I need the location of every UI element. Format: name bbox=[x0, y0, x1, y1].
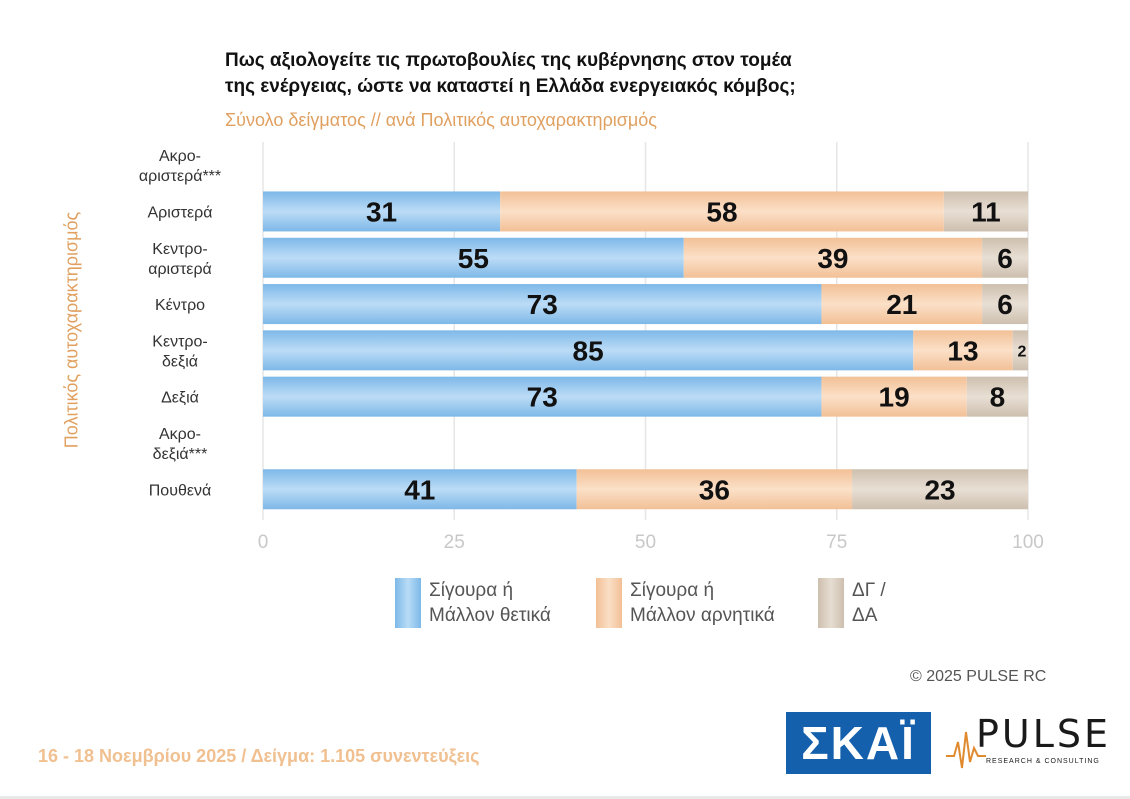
category-label-2: Κεντρο-αριστερά bbox=[148, 241, 212, 278]
legend-label-positive-2: Μάλλον θετικά bbox=[429, 605, 551, 626]
data-label-s0-c7: 41 bbox=[404, 474, 435, 505]
data-label-s2-c5: 8 bbox=[990, 382, 1006, 413]
survey-footer: 16 - 18 Νοεμβρίου 2025 / Δείγμα: 1.105 σ… bbox=[38, 746, 480, 766]
pulse-logo-subtext: RESEARCH & CONSULTING bbox=[986, 758, 1100, 765]
data-label-s0-c5: 73 bbox=[527, 382, 558, 413]
bar-s0-c3 bbox=[263, 284, 822, 325]
data-label-s0-c3: 73 bbox=[527, 289, 558, 320]
legend-label-dk-2: ΔΑ bbox=[852, 605, 878, 626]
bar-s1-c5 bbox=[821, 376, 967, 417]
legend-label-dk-1: ΔΓ / bbox=[852, 580, 886, 601]
data-label-s1-c3: 21 bbox=[886, 289, 917, 320]
category-label-3: Κέντρο bbox=[155, 297, 205, 314]
data-label-s2-c2: 6 bbox=[997, 243, 1013, 274]
category-label-0: Ακρο-αριστερά*** bbox=[139, 148, 221, 185]
legend-label-positive-1: Σίγουρα ή bbox=[429, 580, 514, 601]
data-label-s1-c5: 19 bbox=[879, 382, 910, 413]
bar-s0-c5 bbox=[263, 376, 822, 417]
copyright-notice: © 2025 PULSE RC bbox=[910, 668, 1047, 685]
category-label-6: Ακρο-δεξιά*** bbox=[153, 426, 208, 463]
legend-swatch-positive bbox=[395, 578, 421, 628]
bar-s0-c2 bbox=[263, 237, 684, 278]
data-label-s2-c3: 6 bbox=[997, 289, 1013, 320]
category-label-1: Αριστερά bbox=[147, 204, 212, 221]
category-label-7: Πουθενά bbox=[149, 482, 211, 499]
bar-s2-c5 bbox=[966, 376, 1028, 417]
legend-item-positive: Σίγουρα ή Μάλλον θετικά bbox=[395, 578, 551, 628]
bar-s1-c1 bbox=[500, 191, 944, 232]
category-label-4: Κεντρο-δεξιά bbox=[152, 333, 207, 370]
bar-s0-c4 bbox=[263, 330, 914, 371]
bar-s0-c7 bbox=[263, 469, 577, 510]
bar-s0-c1 bbox=[263, 191, 501, 232]
category-label-line: δεξιά*** bbox=[153, 446, 208, 463]
data-label-s1-c4: 13 bbox=[947, 335, 978, 366]
pulse-wave-icon bbox=[946, 731, 986, 769]
x-tick-label-0: 0 bbox=[258, 532, 269, 553]
bar-s1-c3 bbox=[821, 284, 983, 325]
data-label-s1-c7: 36 bbox=[699, 474, 730, 505]
category-label-line: Πουθενά bbox=[149, 482, 211, 499]
data-label-s1-c1: 58 bbox=[706, 196, 737, 227]
data-label-s2-c1: 11 bbox=[971, 196, 1001, 227]
bar-s2-c7 bbox=[852, 469, 1028, 510]
chart-title-line-1: Πως αξιολογείτε τις πρωτοβουλίες της κυβ… bbox=[225, 50, 792, 71]
legend-item-dk: ΔΓ / ΔΑ bbox=[818, 578, 886, 628]
legend-label-negative-1: Σίγουρα ή bbox=[630, 580, 715, 601]
category-label-line: Αριστερά bbox=[147, 204, 212, 221]
legend-label-negative-2: Μάλλον αρνητικά bbox=[630, 605, 775, 626]
bar-s2-c3 bbox=[982, 284, 1028, 325]
chart-subtitle: Σύνολο δείγματος // ανά Πολιτικός αυτοχα… bbox=[225, 110, 657, 130]
category-label-line: Ακρο- bbox=[159, 426, 201, 443]
data-label-s1-c2: 39 bbox=[817, 243, 848, 274]
data-label-s0-c4: 85 bbox=[573, 335, 604, 366]
pulse-logo: PULSE RESEARCH & CONSULTING bbox=[946, 712, 1111, 774]
data-label-s2-c4: 2 bbox=[1018, 343, 1027, 360]
skai-logo: ΣΚΑΪ bbox=[786, 712, 931, 774]
bar-s2-c4 bbox=[1012, 330, 1028, 371]
x-tick-label-75: 75 bbox=[826, 532, 847, 553]
category-label-line: Κέντρο bbox=[155, 297, 205, 314]
stacked-bar-chart: 0 25 50 75 100 Ακρο-αριστερά*** Αριστερά 31 58 11… bbox=[139, 142, 1044, 553]
data-label-s0-c1: 31 bbox=[366, 196, 397, 227]
bar-s1-c2 bbox=[683, 237, 983, 278]
pulse-logo-text: PULSE bbox=[976, 712, 1112, 756]
bar-s2-c1 bbox=[943, 191, 1028, 232]
bar-s1-c4 bbox=[913, 330, 1013, 371]
category-label-line: αριστερά*** bbox=[139, 168, 221, 185]
bottom-divider bbox=[0, 796, 1130, 799]
legend-swatch-negative bbox=[596, 578, 622, 628]
chart-title: Πως αξιολογείτε τις πρωτοβουλίες της κυβ… bbox=[225, 48, 925, 100]
data-label-s2-c7: 23 bbox=[924, 474, 955, 505]
bar-s1-c7 bbox=[576, 469, 853, 510]
x-tick-label-100: 100 bbox=[1012, 532, 1044, 553]
x-tick-label-50: 50 bbox=[635, 532, 656, 553]
category-label-line: δεξιά bbox=[162, 353, 198, 370]
category-label-line: Ακρο- bbox=[159, 148, 201, 165]
legend-swatch-dk bbox=[818, 578, 844, 628]
category-label-5: Δεξιά bbox=[161, 390, 199, 407]
bar-s2-c2 bbox=[982, 237, 1028, 278]
category-label-line: Δεξιά bbox=[161, 390, 199, 407]
category-label-line: Κεντρο- bbox=[152, 333, 207, 350]
category-label-line: Κεντρο- bbox=[152, 241, 207, 258]
legend-item-negative: Σίγουρα ή Μάλλον αρνητικά bbox=[596, 578, 775, 628]
category-label-line: αριστερά bbox=[148, 261, 212, 278]
chart-title-line-2: της ενέργειας, ώστε να καταστεί η Ελλάδα… bbox=[225, 76, 796, 97]
x-tick-label-25: 25 bbox=[444, 532, 465, 553]
data-label-s0-c2: 55 bbox=[458, 243, 489, 274]
